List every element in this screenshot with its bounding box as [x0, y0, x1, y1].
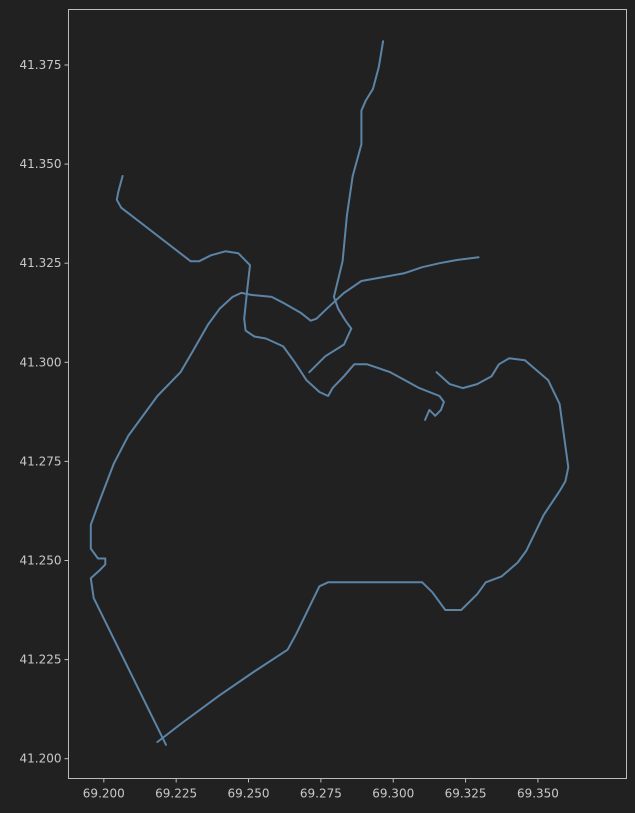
y-tick-label: 41.375	[20, 58, 62, 72]
y-tick-label: 41.275	[20, 454, 62, 468]
route-line-3	[89, 256, 480, 746]
route-line-1	[115, 175, 445, 421]
x-tick-label: 69.325	[445, 787, 487, 801]
x-tick-label: 69.225	[155, 787, 197, 801]
y-tick-label: 41.200	[20, 752, 62, 766]
route-layer	[89, 40, 570, 746]
x-tick-label: 69.350	[517, 787, 559, 801]
x-tick-label: 69.250	[228, 787, 270, 801]
x-tick-label: 69.200	[83, 787, 125, 801]
x-axis: 69.200 69.225 69.250 69.275 69.300 69.325 69.3…	[83, 778, 559, 801]
y-tick-label: 41.325	[20, 256, 62, 270]
y-tick-label: 41.300	[20, 355, 62, 369]
y-tick-label: 41.250	[20, 553, 62, 567]
route-line-2	[156, 357, 570, 743]
y-tick-label: 41.225	[20, 653, 62, 667]
route-line-4	[308, 40, 385, 374]
x-tick-label: 69.300	[372, 787, 414, 801]
axes-frame	[68, 9, 627, 779]
y-tick-label: 41.350	[20, 157, 62, 171]
x-tick-label: 69.275	[300, 787, 342, 801]
y-axis: 41.200 41.225 41.250 41.275 41.300 41.325 41.3…	[20, 58, 69, 766]
